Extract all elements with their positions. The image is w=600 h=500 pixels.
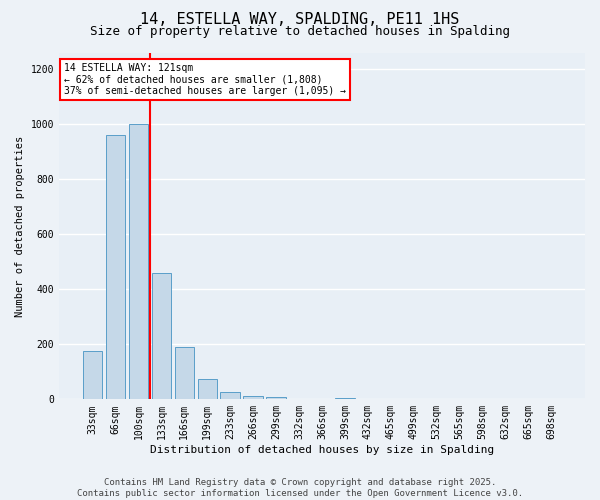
Bar [335, 398, 355, 400]
Bar [197, 378, 217, 400]
Bar [244, 396, 263, 400]
Text: Size of property relative to detached houses in Spalding: Size of property relative to detached ho… [90, 25, 510, 38]
Y-axis label: Number of detached properties: Number of detached properties [15, 136, 25, 316]
Bar [83, 351, 103, 400]
Bar [266, 398, 286, 400]
Text: Contains HM Land Registry data © Crown copyright and database right 2025.
Contai: Contains HM Land Registry data © Crown c… [77, 478, 523, 498]
Text: 14 ESTELLA WAY: 121sqm
← 62% of detached houses are smaller (1,808)
37% of semi-: 14 ESTELLA WAY: 121sqm ← 62% of detached… [64, 63, 346, 96]
Bar [106, 135, 125, 400]
Bar [152, 272, 171, 400]
Bar [129, 124, 148, 400]
Bar [220, 392, 240, 400]
Text: 14, ESTELLA WAY, SPALDING, PE11 1HS: 14, ESTELLA WAY, SPALDING, PE11 1HS [140, 12, 460, 28]
Bar [175, 347, 194, 400]
X-axis label: Distribution of detached houses by size in Spalding: Distribution of detached houses by size … [150, 445, 494, 455]
